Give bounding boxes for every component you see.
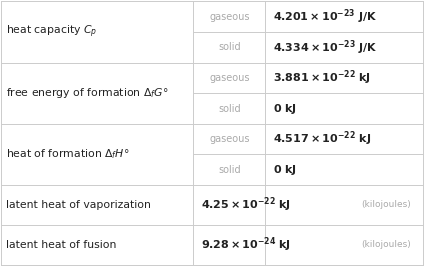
- Text: latent heat of vaporization: latent heat of vaporization: [6, 200, 151, 210]
- Text: gaseous: gaseous: [209, 12, 250, 22]
- Text: solid: solid: [218, 165, 241, 175]
- Text: solid: solid: [218, 103, 241, 114]
- Text: free energy of formation $\Delta_f G°$: free energy of formation $\Delta_f G°$: [6, 86, 169, 100]
- Text: $\mathbf{4.201\times10^{−23}}$ $\mathbf{J/K}$: $\mathbf{4.201\times10^{−23}}$ $\mathbf{…: [273, 7, 377, 26]
- Text: $\mathbf{0\ kJ}$: $\mathbf{0\ kJ}$: [273, 102, 296, 115]
- Text: (kilojoules): (kilojoules): [361, 240, 411, 249]
- Text: $\mathbf{3.881\times10^{−22}}$ $\mathbf{kJ}$: $\mathbf{3.881\times10^{−22}}$ $\mathbf{…: [273, 69, 371, 87]
- Text: $\mathbf{0\ kJ}$: $\mathbf{0\ kJ}$: [273, 163, 296, 177]
- Text: gaseous: gaseous: [209, 73, 250, 83]
- Text: (kilojoules): (kilojoules): [361, 200, 411, 209]
- Text: latent heat of fusion: latent heat of fusion: [6, 240, 117, 250]
- Text: heat of formation $\Delta_f H°$: heat of formation $\Delta_f H°$: [6, 148, 130, 161]
- Text: heat capacity $\mathit{C}_p$: heat capacity $\mathit{C}_p$: [6, 24, 98, 40]
- Text: $\mathbf{4.334\times10^{−23}}$ $\mathbf{J/K}$: $\mathbf{4.334\times10^{−23}}$ $\mathbf{…: [273, 38, 377, 57]
- Text: $\mathbf{9.28\times10^{−24}}$ $\mathbf{kJ}$: $\mathbf{9.28\times10^{−24}}$ $\mathbf{k…: [201, 235, 291, 254]
- Text: gaseous: gaseous: [209, 134, 250, 144]
- Text: solid: solid: [218, 42, 241, 52]
- Text: $\mathbf{4.517\times10^{−22}}$ $\mathbf{kJ}$: $\mathbf{4.517\times10^{−22}}$ $\mathbf{…: [273, 130, 371, 148]
- Text: $\mathbf{4.25\times10^{−22}}$ $\mathbf{kJ}$: $\mathbf{4.25\times10^{−22}}$ $\mathbf{k…: [201, 196, 291, 214]
